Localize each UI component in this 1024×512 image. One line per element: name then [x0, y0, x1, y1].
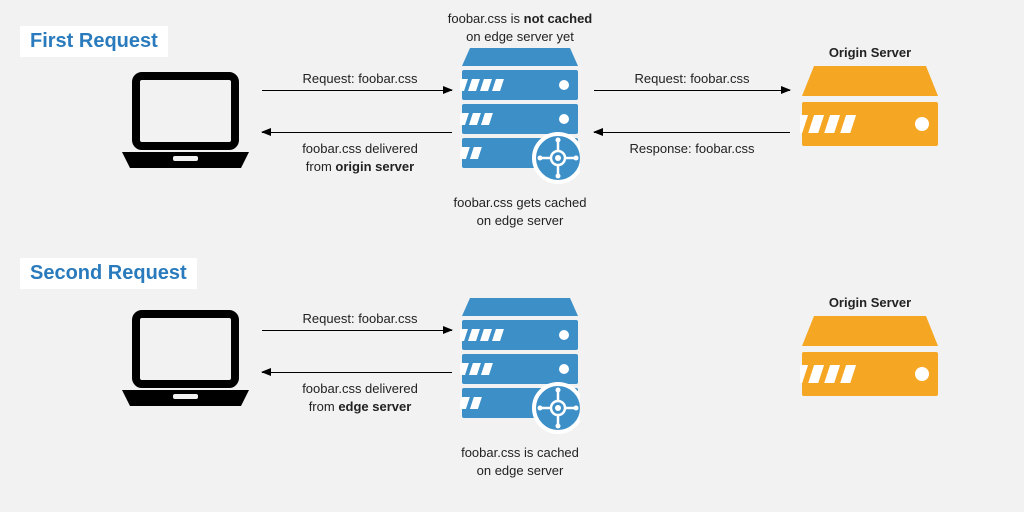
arrow-response-1b-label: Response: foobar.css	[612, 140, 772, 158]
edge-caption-bottom-2: foobar.css is cached on edge server	[440, 444, 600, 479]
edge-server-icon	[460, 48, 580, 188]
txt: not cached	[524, 11, 593, 26]
arrow-request-1a-label: Request: foobar.css	[280, 70, 440, 88]
txt: from	[306, 159, 336, 174]
txt: foobar.css delivered	[302, 141, 418, 156]
txt: foobar.css gets cached	[454, 195, 587, 210]
origin-server-icon	[800, 66, 940, 150]
txt: on edge server	[477, 463, 564, 478]
laptop-icon	[118, 72, 253, 172]
laptop-icon	[118, 310, 253, 410]
arrow-response-1a-label: foobar.css delivered from origin server	[280, 140, 440, 175]
edge-caption-top: foobar.css is not cached on edge server …	[440, 10, 600, 45]
txt: foobar.css is	[448, 11, 524, 26]
txt: edge server	[338, 399, 411, 414]
arrow-response-1b	[594, 132, 790, 133]
arrow-response-1a	[262, 132, 452, 133]
arrow-response-2	[262, 372, 452, 373]
arrow-request-1a	[262, 90, 452, 91]
txt: on edge server	[477, 213, 564, 228]
arrow-response-2-label: foobar.css delivered from edge server	[280, 380, 440, 415]
second-request-heading: Second Request	[20, 258, 197, 289]
txt: foobar.css delivered	[302, 381, 418, 396]
origin-server-title-2: Origin Server	[800, 294, 940, 312]
arrow-request-1b-label: Request: foobar.css	[612, 70, 772, 88]
arrow-request-2	[262, 330, 452, 331]
first-request-heading: First Request	[20, 26, 168, 57]
edge-server-icon	[460, 298, 580, 438]
edge-caption-bottom: foobar.css gets cached on edge server	[440, 194, 600, 229]
origin-server-icon	[800, 316, 940, 400]
txt: origin server	[335, 159, 414, 174]
arrow-request-2-label: Request: foobar.css	[280, 310, 440, 328]
txt: from	[309, 399, 339, 414]
arrow-request-1b	[594, 90, 790, 91]
txt: on edge server yet	[466, 29, 574, 44]
txt: foobar.css is cached	[461, 445, 579, 460]
origin-server-title: Origin Server	[800, 44, 940, 62]
